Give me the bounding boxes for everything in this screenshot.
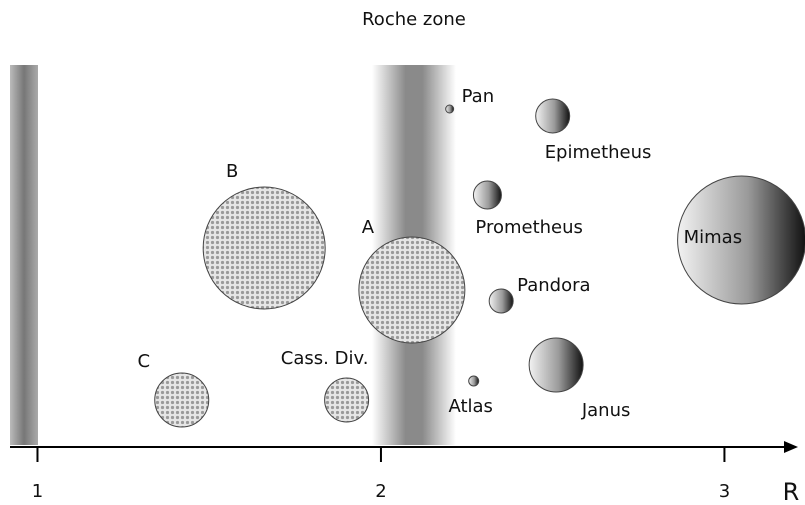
moon-label: Pan [462,86,494,107]
moon-label: Prometheus [475,217,583,238]
ring-label: C [137,351,150,372]
moon-label: Pandora [517,275,590,296]
title: Roche zone [362,9,466,30]
planet-surface [10,65,38,445]
tick-label: 3 [719,481,730,502]
moon-label: Janus [581,400,631,421]
tick-label: 2 [375,481,386,502]
moon-label: Mimas [684,227,742,248]
ring [154,372,210,428]
tick-label: 1 [32,481,43,502]
moon [472,180,502,210]
moon-label: Atlas [448,396,492,417]
moon [535,98,571,134]
ring [358,236,466,344]
ring-label: Cass. Div. [281,348,369,369]
moon [528,337,584,393]
axis-label: R [783,478,800,505]
moon [445,104,455,114]
ring-label: B [226,161,238,182]
moon-label: Epimetheus [545,142,652,163]
axis-arrow [784,441,798,453]
moon [488,288,514,314]
moon [677,175,805,305]
ring [202,186,326,310]
ring [324,377,370,423]
moon [468,375,480,387]
ring-label: A [362,217,375,238]
